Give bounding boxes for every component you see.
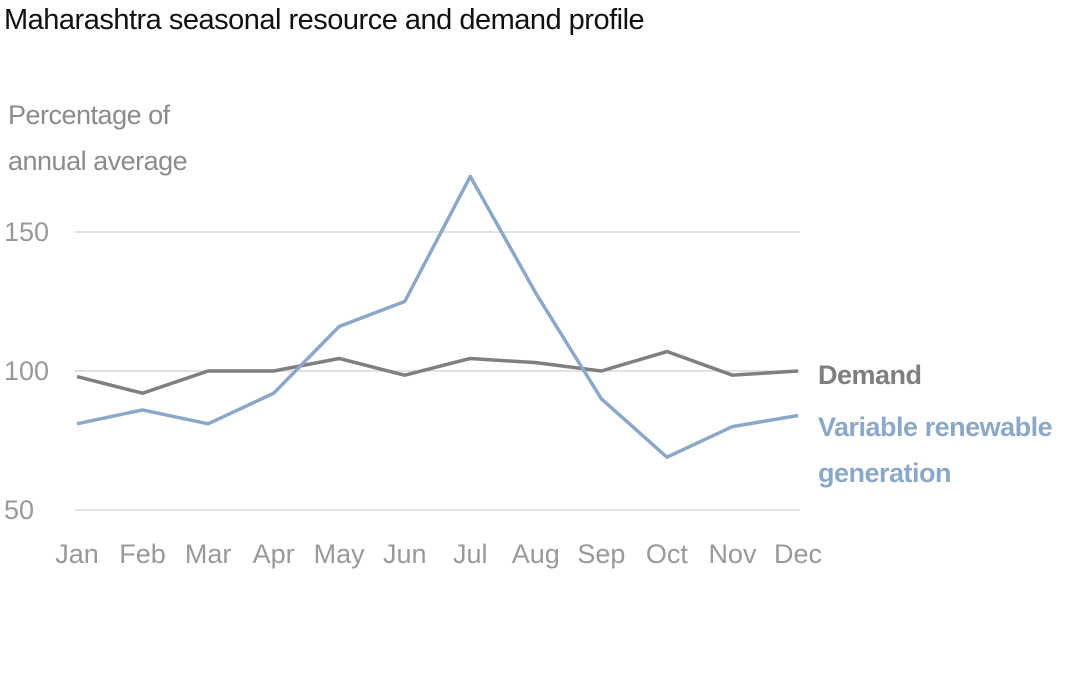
- x-tick-label: Aug: [512, 539, 560, 569]
- x-tick-label: Jun: [383, 539, 427, 569]
- x-tick-label: Jul: [453, 539, 488, 569]
- x-tick-label: Feb: [119, 539, 166, 569]
- y-tick-label: 50: [4, 495, 34, 525]
- y-tick-label: 150: [4, 217, 49, 247]
- legend-label: Variable renewable generation: [818, 412, 1053, 488]
- x-tick-label: Oct: [646, 539, 689, 569]
- x-tick-label: Mar: [185, 539, 232, 569]
- line-series: [76, 174, 799, 459]
- x-tick-label: May: [314, 539, 366, 569]
- y-tick-label: 100: [4, 356, 49, 386]
- x-tick-label: Jan: [55, 539, 99, 569]
- x-tick-label: Apr: [253, 539, 295, 569]
- line-series: [76, 349, 799, 395]
- x-tick-label: Dec: [774, 539, 822, 569]
- legend-label: Demand: [818, 360, 922, 390]
- y-axis-label: Percentage of annual average: [8, 100, 188, 176]
- chart-title: Maharashtra seasonal resource and demand…: [4, 4, 645, 36]
- x-tick-label: Sep: [577, 539, 625, 569]
- x-tick-label: Nov: [708, 539, 757, 569]
